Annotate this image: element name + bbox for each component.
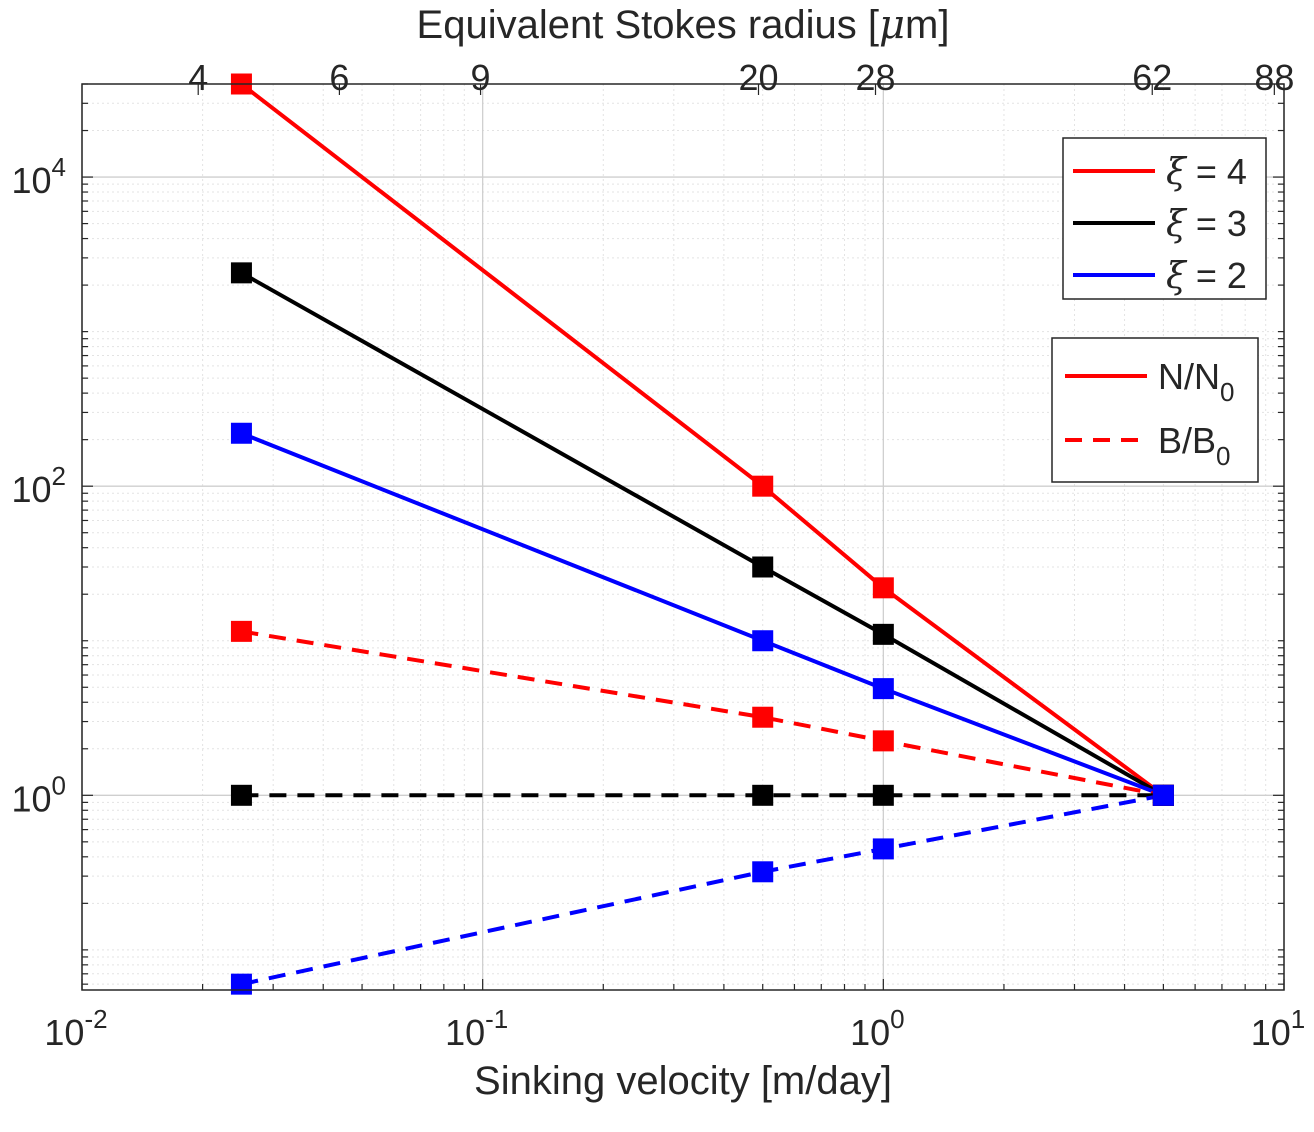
data-point (872, 623, 894, 645)
series-line (240, 271, 1165, 798)
tick-marks (81, 83, 1285, 990)
legend-style-box (1051, 337, 1259, 483)
data-point (230, 422, 252, 444)
data-point (752, 630, 774, 652)
grid-minor (82, 83, 1284, 990)
data-point (872, 577, 894, 599)
mu-symbol: μ (879, 2, 905, 48)
x-tick-label: 10-2 (44, 1004, 107, 1053)
plot-frame (81, 83, 1285, 991)
series-markers (230, 73, 1174, 995)
x2-tick-label: 9 (471, 57, 491, 98)
data-point (872, 678, 894, 700)
x-tick-labels: 10-2 10-1 100 101 (44, 1004, 1305, 1053)
x2-tick-label: 28 (855, 57, 895, 98)
x2-tick-label: 6 (329, 57, 349, 98)
x-tick-label: 10-1 (445, 1004, 508, 1053)
data-point (752, 475, 774, 497)
x2-tick-label: 62 (1132, 57, 1172, 98)
x2-tick-label: 4 (188, 57, 208, 98)
x2-axis-label: Equivalent Stokes radius [μm] (417, 2, 950, 48)
x2-tick-label: 20 (738, 57, 778, 98)
legend-xi-box (1062, 137, 1267, 300)
legend-style-label: N/N0 (1158, 356, 1234, 407)
data-point (752, 784, 774, 806)
y-tick-label: 104 (11, 152, 66, 201)
legend-style: N/N0 B/B0 (1051, 337, 1259, 483)
data-point (872, 730, 894, 752)
data-point (230, 262, 252, 284)
x2-axis-label-text: Equivalent Stokes radius [ (417, 3, 879, 47)
y-tick-label: 102 (11, 461, 66, 510)
y-tick-labels: 100 102 104 (11, 152, 66, 819)
data-point (230, 620, 252, 642)
x-tick-label: 101 (1251, 1004, 1306, 1053)
data-point (752, 861, 774, 883)
data-point (1152, 784, 1174, 806)
legend-xi-label: ξ = 4 (1166, 151, 1247, 193)
legend-xi-label: ξ = 2 (1166, 255, 1247, 297)
x2-tick-label: 88 (1254, 57, 1294, 98)
y-tick-label: 100 (11, 770, 66, 819)
data-point (872, 784, 894, 806)
data-point (752, 556, 774, 578)
x2-axis-label-unit: m] (905, 3, 949, 47)
legend-xi: ξ = 4 ξ = 3 ξ = 2 (1062, 137, 1267, 300)
series-lines (240, 82, 1165, 987)
legend-xi-label: ξ = 3 (1166, 203, 1247, 245)
data-point (230, 784, 252, 806)
x-tick-label: 100 (850, 1004, 905, 1053)
series-line (240, 82, 1165, 797)
data-point (230, 973, 252, 995)
series-line (240, 431, 1165, 798)
x2-tick-labels: 4 6 9 20 28 62 88 (188, 57, 1294, 98)
series-line (241, 629, 1164, 798)
data-point (872, 838, 894, 860)
series-line (240, 793, 1164, 987)
x-axis-label: Sinking velocity [m/day] (474, 1059, 892, 1103)
legend-style-label: B/B0 (1158, 420, 1231, 471)
data-point (752, 706, 774, 728)
